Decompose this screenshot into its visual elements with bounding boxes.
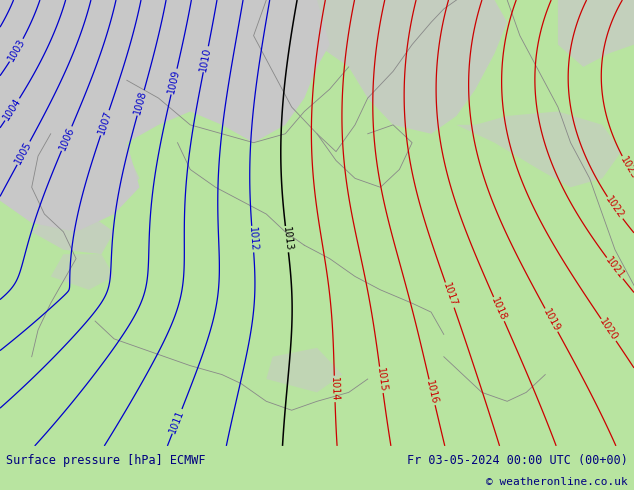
Text: 1012: 1012 — [247, 226, 259, 252]
Text: 1019: 1019 — [541, 307, 562, 333]
Text: 1017: 1017 — [441, 282, 458, 308]
Text: 1008: 1008 — [133, 90, 149, 116]
Text: 1003: 1003 — [6, 37, 27, 63]
Text: 1023: 1023 — [618, 154, 634, 181]
Text: 1007: 1007 — [96, 110, 113, 136]
Text: 1021: 1021 — [604, 255, 626, 281]
Text: Surface pressure [hPa] ECMWF: Surface pressure [hPa] ECMWF — [6, 454, 206, 466]
Text: 1009: 1009 — [167, 69, 182, 95]
Text: 1011: 1011 — [168, 408, 186, 435]
Polygon shape — [0, 0, 330, 232]
Text: 1014: 1014 — [329, 376, 340, 401]
Text: © weatheronline.co.uk: © weatheronline.co.uk — [486, 477, 628, 487]
Polygon shape — [51, 254, 114, 290]
Text: 1006: 1006 — [57, 125, 76, 152]
Text: 1022: 1022 — [604, 195, 626, 221]
Text: 1020: 1020 — [598, 317, 619, 343]
Text: 1010: 1010 — [198, 46, 213, 72]
Text: 1018: 1018 — [489, 296, 508, 322]
Polygon shape — [456, 112, 621, 187]
Polygon shape — [317, 0, 507, 134]
Text: 1005: 1005 — [13, 140, 34, 166]
Text: Fr 03-05-2024 00:00 UTC (00+00): Fr 03-05-2024 00:00 UTC (00+00) — [407, 454, 628, 466]
Polygon shape — [32, 214, 114, 254]
Text: 1015: 1015 — [375, 367, 388, 392]
Polygon shape — [266, 348, 342, 392]
Text: 1004: 1004 — [1, 97, 23, 122]
Polygon shape — [51, 143, 139, 201]
Text: 1016: 1016 — [424, 379, 440, 405]
Polygon shape — [558, 0, 634, 67]
Text: 1013: 1013 — [280, 226, 294, 252]
